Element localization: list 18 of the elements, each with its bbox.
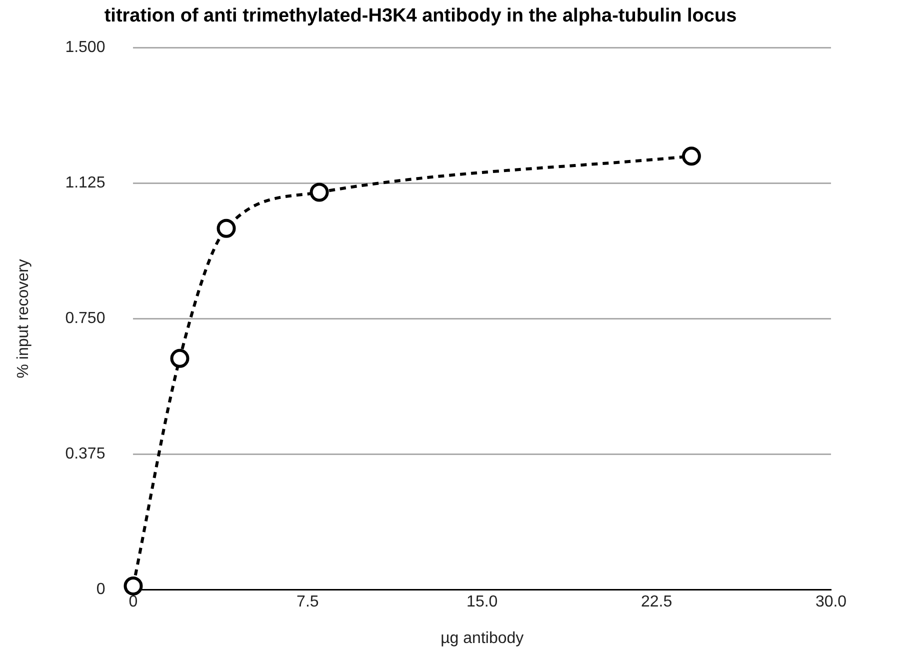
x-tick-label: 22.5 [640,594,672,611]
y-tick-label: 1.125 [65,174,106,192]
y-tick-label: 0 [96,581,106,598]
point [216,218,236,238]
y-tick-label: 0.375 [65,446,106,463]
x-tick-label: 15.0 [466,594,498,611]
x-tick-label: 7.5 [296,594,319,611]
x-tick-label: 0 [128,594,138,611]
point [682,146,701,166]
y-axis-title: % input recovery [15,259,32,378]
y-tick-label: 1.500 [65,39,106,56]
chart-title: titration of anti trimethylated-H3K4 antibody in the alpha-tubulin locus [104,6,737,27]
point [124,576,143,596]
y-tick-label: 0.750 [65,310,106,328]
x-axis-title: µg antibody [440,630,524,647]
point [170,348,190,368]
point [310,182,329,202]
x-tick-label: 30.0 [815,594,847,611]
